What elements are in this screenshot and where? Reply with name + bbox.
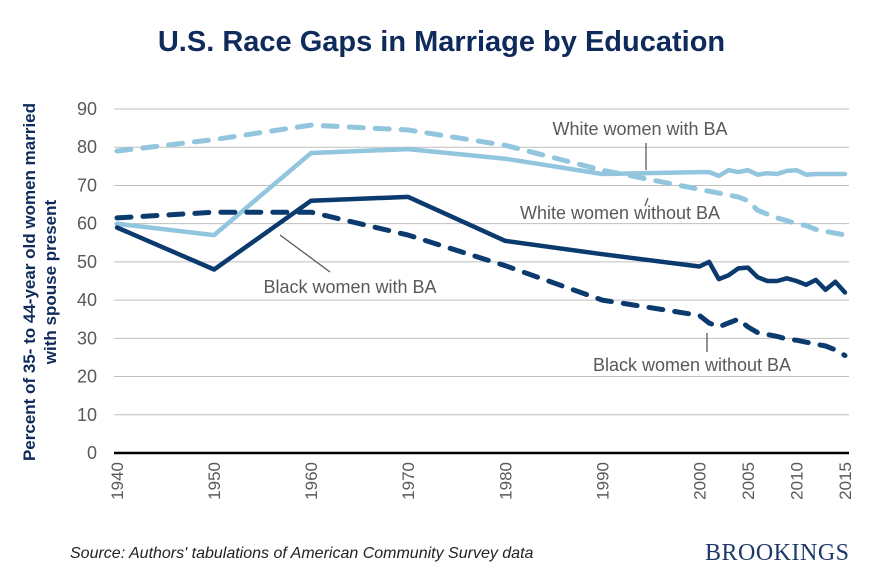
series-lines (114, 122, 848, 358)
x-tick-label: 1950 (205, 462, 224, 500)
y-tick-label: 30 (77, 328, 97, 348)
series-line-white-women-with-ba (114, 146, 848, 238)
y-tick-label: 60 (77, 214, 97, 234)
x-tick-label: 1980 (496, 462, 515, 500)
series-line-black-women-without-ba (114, 209, 848, 358)
chart-title: U.S. Race Gaps in Marriage by Education (157, 26, 726, 58)
y-tick-label: 10 (77, 405, 97, 425)
x-tick-label: 1940 (108, 462, 127, 500)
y-tick-label: 40 (77, 290, 97, 310)
y-tick-label: 90 (77, 99, 97, 119)
y-tick-label: 50 (77, 252, 97, 272)
y-tick-label: 20 (77, 367, 97, 387)
gridlines (114, 108, 849, 416)
y-tick-label: 70 (77, 175, 97, 195)
x-tick-label: 1990 (593, 462, 612, 500)
x-tick-label: 2005 (739, 462, 758, 500)
series-line-white-women-without-ba (114, 122, 848, 238)
x-axis-ticks: 1940 1950 1960 1970 1980 1990 2000 2005 2010 2015 (108, 462, 855, 500)
x-tick-label: 1970 (399, 462, 418, 500)
y-tick-label: 80 (77, 137, 97, 157)
series-line-black-women-with-ba (114, 194, 848, 295)
annotation-label: White women without BA (520, 203, 720, 223)
x-tick-label: 2000 (690, 462, 709, 500)
brookings-logo: BROOKINGS (705, 540, 850, 566)
annotations: White women with BA White women without B… (263, 119, 791, 375)
x-tick-label: 1960 (302, 462, 321, 500)
y-tick-label: 0 (87, 443, 97, 463)
annotation-label: White women with BA (552, 119, 727, 139)
annotation-leader-line (644, 197, 649, 207)
annotation-label: Black women without BA (593, 355, 791, 375)
annotation-label: Black women with BA (263, 277, 436, 297)
x-tick-label: 2010 (787, 462, 806, 500)
annotation-leader-line (279, 234, 331, 273)
x-tick-label: 2015 (836, 462, 855, 500)
y-axis-ticks: 0 10 20 30 40 50 60 70 80 90 (77, 99, 97, 463)
source-note: Source: Authors' tabulations of American… (70, 545, 534, 562)
